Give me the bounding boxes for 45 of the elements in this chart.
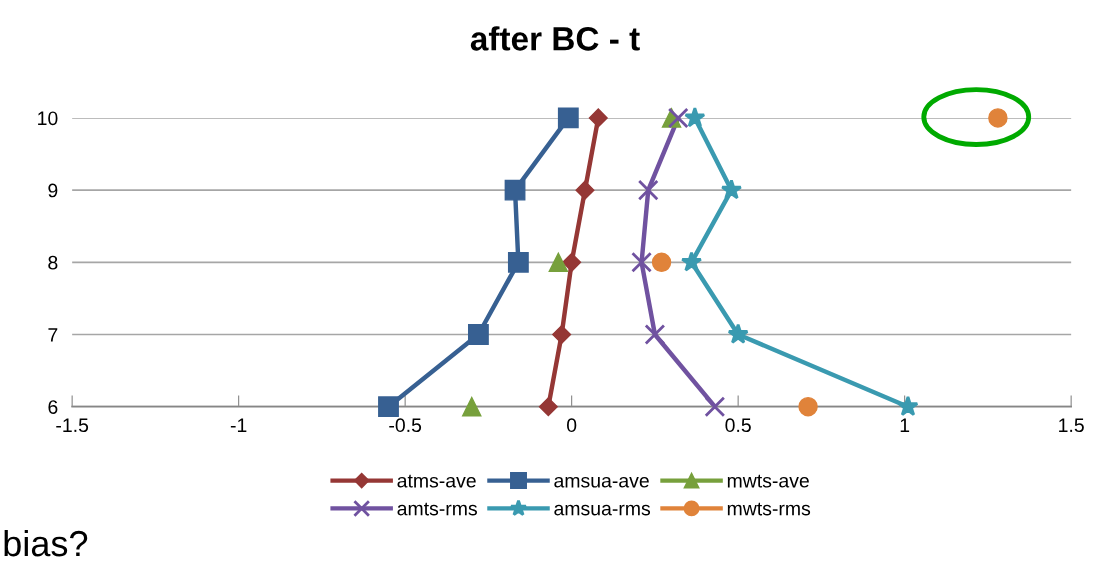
point	[557, 107, 579, 129]
point	[727, 323, 749, 344]
point	[644, 324, 666, 345]
point	[667, 107, 689, 129]
point	[552, 324, 572, 345]
point	[651, 252, 672, 273]
x-tick-label: 0	[567, 418, 577, 433]
legend-label: atms-ave	[397, 474, 476, 488]
point	[538, 397, 558, 417]
point	[704, 396, 726, 418]
point	[507, 251, 529, 273]
y-tick-label: 8	[48, 255, 58, 270]
y-tick-label: 6	[48, 400, 58, 414]
point	[897, 395, 919, 416]
legend-label: amsua-ave	[554, 476, 649, 488]
point	[575, 180, 595, 200]
y-tick-label: 9	[48, 183, 58, 198]
legend-label: amsua-rms	[554, 504, 651, 516]
point	[548, 252, 569, 273]
point	[588, 108, 608, 128]
legend-label: amts-rms	[397, 502, 477, 516]
x-tick-label: -1.5	[56, 418, 89, 433]
point	[462, 396, 482, 417]
point	[988, 108, 1008, 128]
point	[562, 252, 582, 272]
y-tick-label: 7	[48, 328, 58, 342]
chart-title: after BC - t	[470, 26, 640, 51]
x-tick-label: 1	[900, 418, 910, 432]
point	[631, 251, 652, 273]
x-tick-label: -1	[230, 418, 247, 432]
x-tick-label: -0.5	[389, 418, 422, 433]
point	[720, 179, 743, 200]
text: bias?	[4, 529, 88, 557]
legend-label: mwts-ave	[727, 474, 809, 488]
point	[680, 251, 703, 272]
y-tick-label: 10	[38, 111, 58, 126]
point	[378, 396, 399, 418]
x-tick-label: 0.5	[725, 418, 751, 433]
point	[637, 179, 659, 201]
point	[467, 324, 489, 345]
point	[798, 396, 818, 417]
point	[504, 179, 526, 201]
legend-label: mwts-rms	[727, 502, 811, 516]
point	[684, 106, 706, 128]
x-tick-label: 1.5	[1059, 418, 1084, 433]
